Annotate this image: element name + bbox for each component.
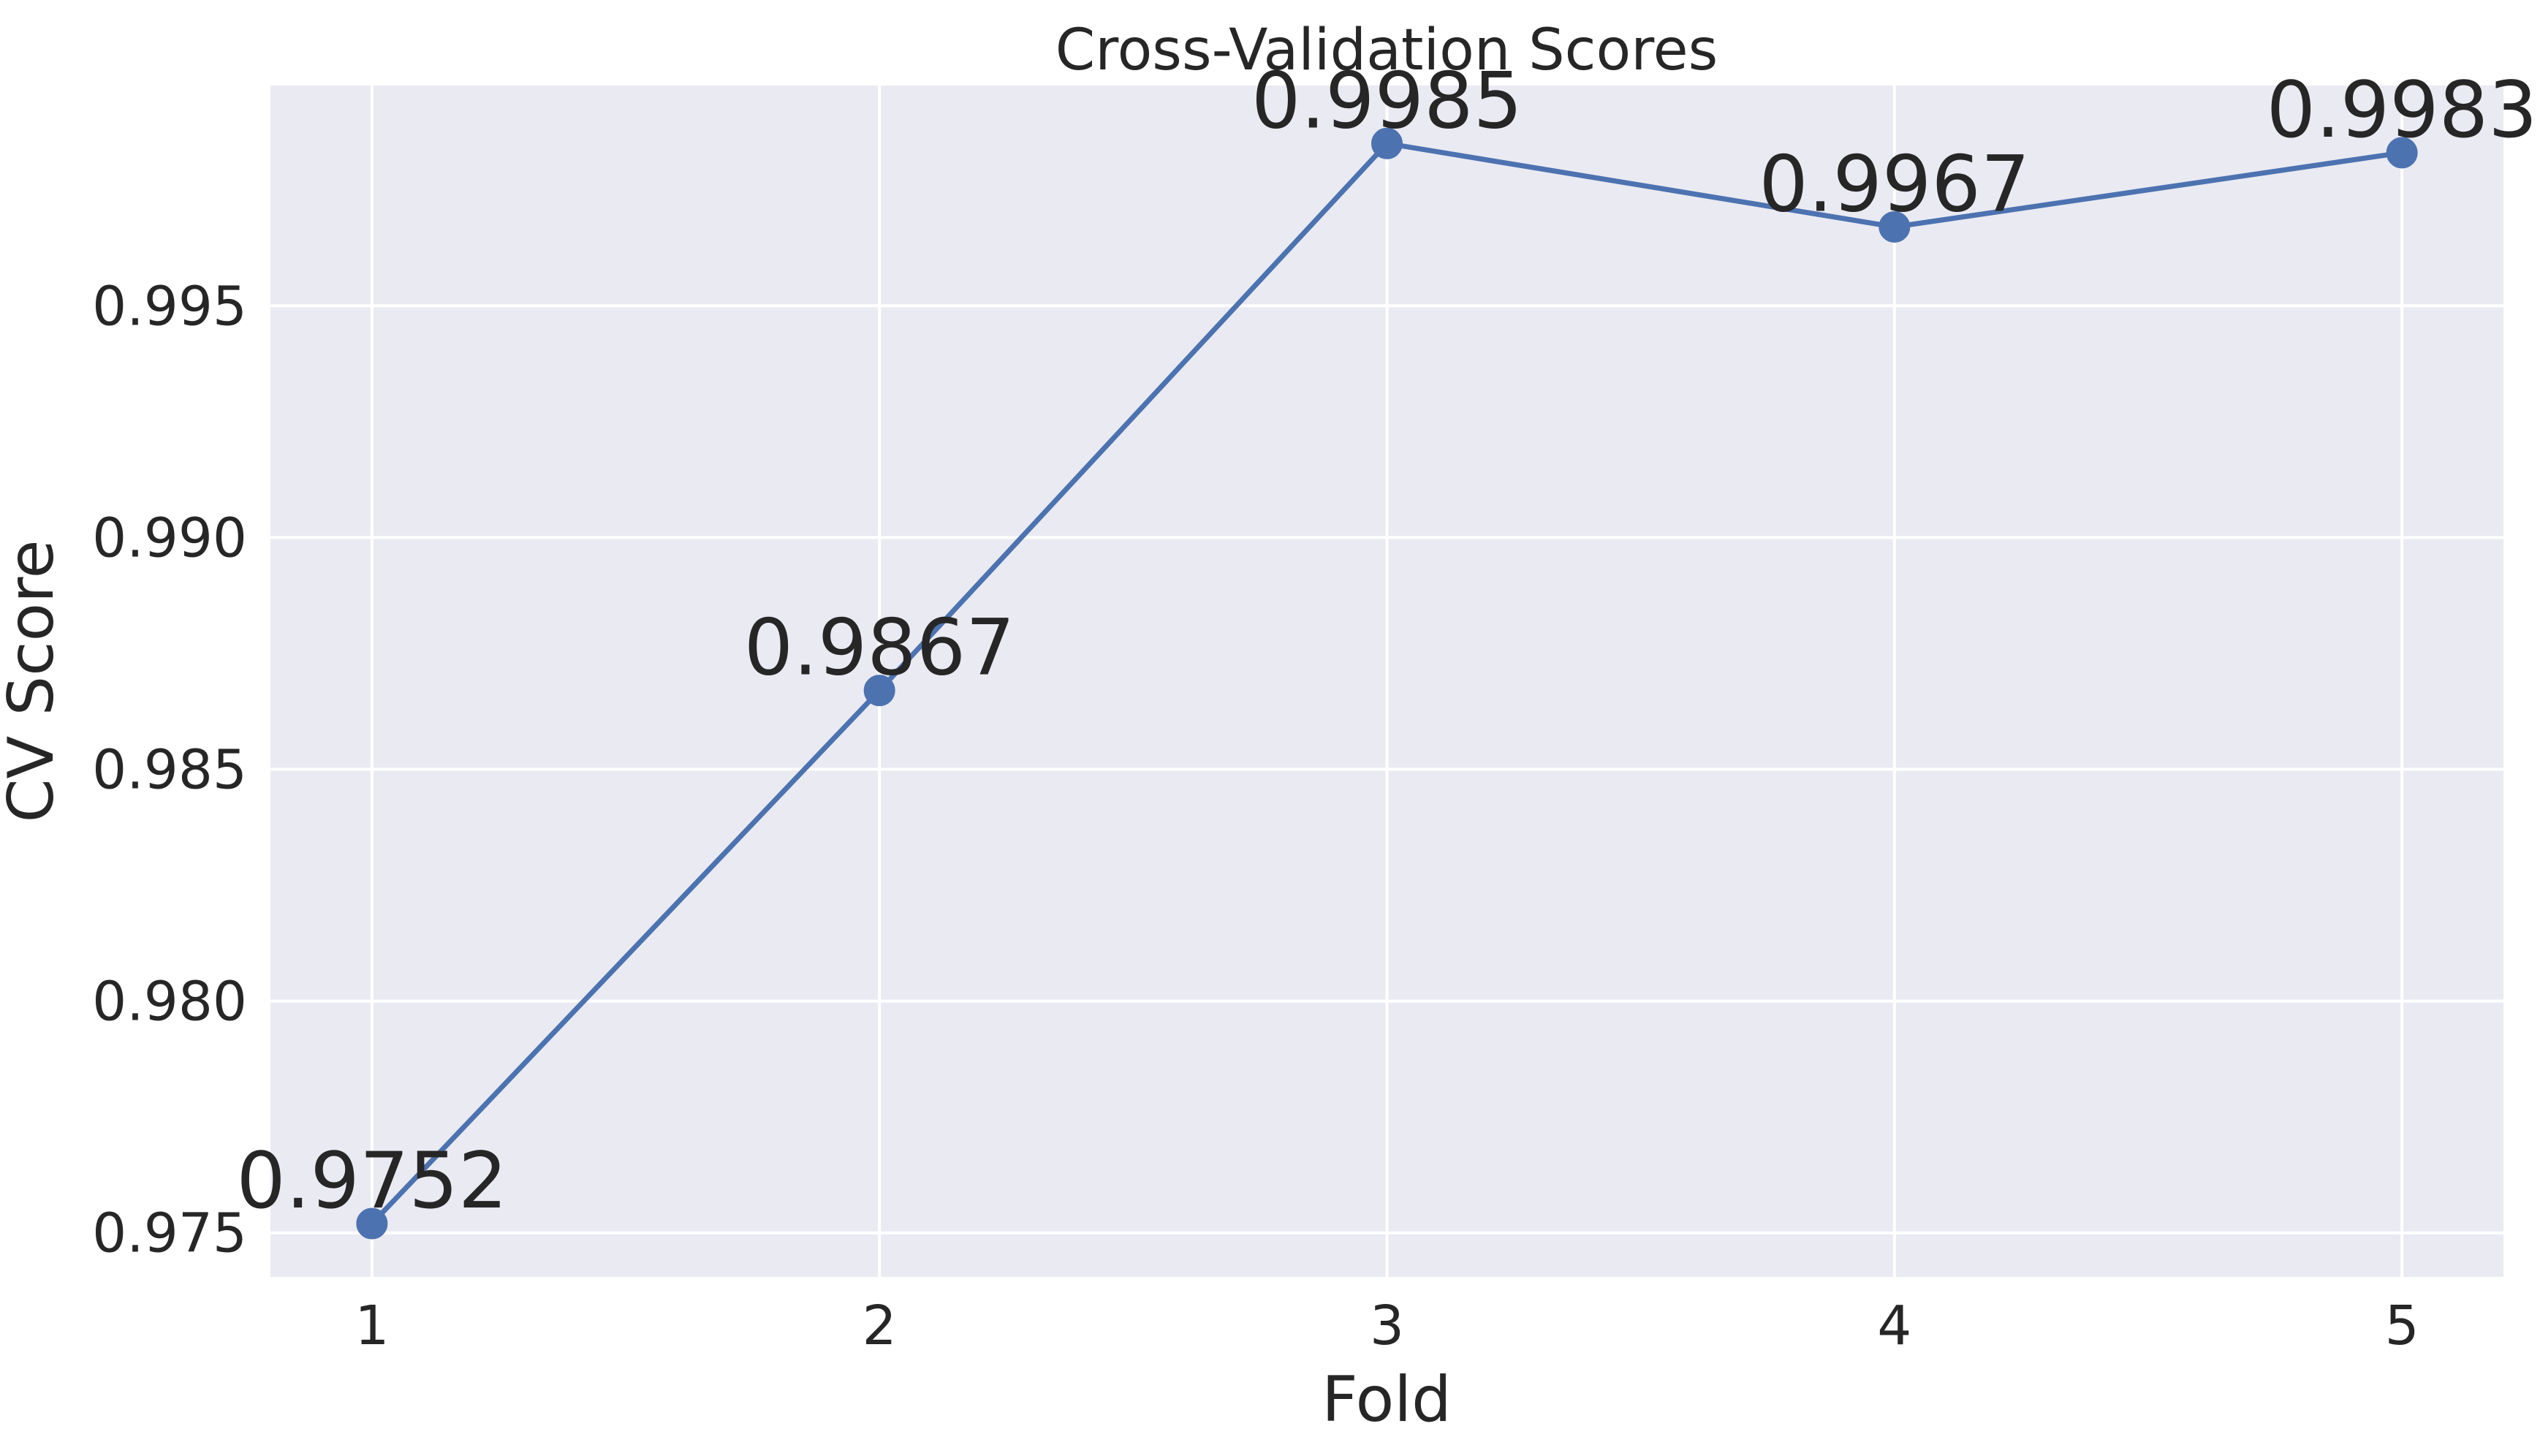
x-axis-label: Fold [1322, 1363, 1452, 1436]
y-tick-labels: 0.975 0.980 0.985 0.990 0.995 [92, 275, 247, 1264]
data-point-label: 0.9985 [1251, 56, 1523, 145]
chart-title: Cross-Validation Scores [1055, 18, 1718, 83]
data-point-label: 0.9983 [2267, 65, 2538, 155]
y-tick-label: 0.980 [92, 971, 247, 1034]
data-point-label: 0.9752 [236, 1136, 507, 1226]
data-point-marker [863, 675, 895, 707]
data-point-marker [1371, 127, 1403, 159]
x-tick-label: 2 [863, 1294, 897, 1357]
x-tick-label: 5 [2385, 1294, 2419, 1357]
y-axis-label: CV Score [0, 539, 68, 822]
y-tick-label: 0.995 [92, 275, 247, 338]
data-point-label: 0.9967 [1759, 139, 2030, 229]
series-layer [356, 127, 2418, 1240]
y-tick-label: 0.975 [92, 1202, 247, 1265]
x-tick-label: 3 [1370, 1294, 1404, 1357]
y-tick-label: 0.990 [92, 507, 247, 569]
data-labels: 0.9752 0.9867 0.9985 0.9967 0.9983 [236, 56, 2537, 1226]
x-tick-label: 4 [1877, 1294, 1911, 1357]
data-point-label: 0.9867 [744, 603, 1015, 693]
data-point-marker [1879, 211, 1911, 243]
data-point-marker [2386, 137, 2418, 169]
y-tick-label: 0.985 [92, 739, 247, 802]
x-tick-label: 1 [355, 1294, 389, 1357]
x-tick-labels: 1 2 3 4 5 [355, 1294, 2419, 1357]
data-point-marker [356, 1207, 388, 1240]
